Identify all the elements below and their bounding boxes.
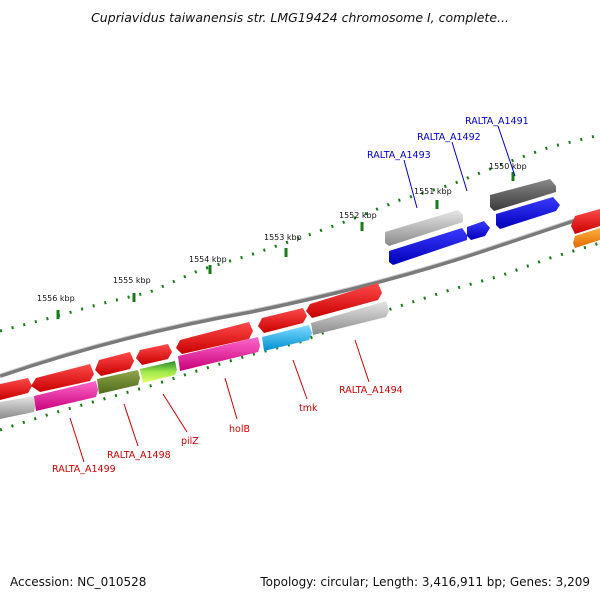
gene-label-ralta-a1498[interactable]: RALTA_A1498 [107,450,171,461]
gene-block-red-3[interactable] [95,352,134,376]
gene-label-ralta-a1494[interactable]: RALTA_A1494 [339,385,403,396]
reverse-leaders [69,339,370,463]
gene-block-ralta-a1493[interactable] [389,228,467,265]
gene-block-right-orange[interactable] [573,228,600,248]
genome-stats-text: Topology: circular; Length: 3,416,911 bp… [260,575,590,589]
gene-block-ralta-a1494-red[interactable] [306,283,382,318]
gene-block-tmk[interactable] [262,325,312,351]
gene-block-tmk-red[interactable] [258,308,307,333]
gene-block-red-4[interactable] [136,344,172,365]
gene-block-ralta-a1493-gray[interactable] [385,210,463,246]
gene-label-ralta-a1492[interactable]: RALTA_A1492 [417,132,481,143]
gene-block-ralta-a1498[interactable] [97,370,140,394]
gene-label-ralta-a1499[interactable]: RALTA_A1499 [52,464,116,475]
gene-block-holB-red[interactable] [176,322,253,354]
gene-label-tmk[interactable]: tmk [299,403,318,414]
major-ticks [56,172,515,319]
gene-block-ralta-a1494[interactable] [311,301,389,335]
map-title: Cupriavidus taiwanensis str. LMG19424 ch… [91,10,509,25]
kbp-label-1553: 1553 kbp [264,233,302,242]
kbp-label-1554: 1554 kbp [189,255,227,264]
gene-block-ralta-a1491[interactable] [496,197,560,229]
gene-block-red-1[interactable] [0,378,32,400]
kbp-label-1551: 1551 kbp [414,187,452,196]
kbp-label-1555: 1555 kbp [113,276,151,285]
kbp-label-1552: 1552 kbp [339,211,377,220]
forward-leaders [403,125,516,209]
gene-label-pilZ[interactable]: pilZ [181,436,199,447]
kbp-label-1556: 1556 kbp [37,294,75,303]
chromosome-backbone [0,210,600,378]
gene-block-gray-left[interactable] [0,396,36,419]
gene-block-right-red[interactable] [571,209,600,234]
kbp-label-1550: 1550 kbp [489,162,527,171]
gene-block-ralta-a1499[interactable] [34,381,98,411]
gene-label-holB[interactable]: holB [229,424,250,435]
gene-block-pilZ[interactable] [140,361,177,383]
gene-block-holB[interactable] [178,337,260,371]
gene-label-ralta-a1491[interactable]: RALTA_A1491 [465,116,529,127]
gene-block-ralta-a1491-dark[interactable] [490,179,556,211]
gene-block-red-2[interactable] [31,364,94,392]
gene-label-ralta-a1493[interactable]: RALTA_A1493 [367,150,431,161]
accession-text: Accession: NC_010528 [10,575,147,589]
gene-block-ralta-a1492[interactable] [467,221,490,240]
